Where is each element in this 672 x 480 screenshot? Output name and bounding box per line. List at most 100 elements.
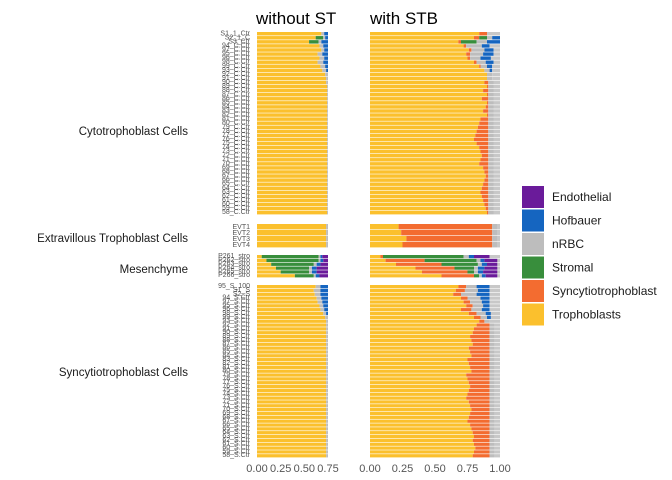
bar-remainder [493, 88, 500, 93]
bar-remainder [494, 346, 500, 350]
row-labels: S1_1_CtrS2_1_CS3_Ctr94_C.Ctr97_C.Ctr95_C… [218, 30, 251, 459]
bar-remainder [493, 101, 500, 105]
bar-segment [489, 323, 495, 327]
bar-segment [370, 129, 477, 134]
bar-segment [326, 311, 328, 316]
bar-segment [257, 145, 328, 150]
bar-segment [466, 373, 490, 377]
bar-segment [257, 255, 262, 259]
bar-segment [257, 166, 328, 170]
row-label: 94_S.Ctr [222, 295, 250, 302]
bar-segment [370, 415, 469, 419]
bar-segment [370, 166, 484, 170]
bar-segment [492, 224, 498, 230]
bar-segment [257, 141, 328, 146]
bar-segment [489, 350, 495, 354]
bar-segment [479, 121, 489, 125]
row-label: 66_S.Ctr [222, 421, 250, 428]
bar-segment [257, 342, 327, 346]
bar-segment [467, 270, 474, 274]
bar-segment [470, 404, 490, 408]
x-tick-label: 0.75 [317, 463, 338, 475]
bar-remainder [493, 141, 500, 146]
bar-segment [476, 311, 486, 316]
bar-segment [257, 68, 323, 73]
row-label: 59_S.Ctr [222, 448, 250, 455]
bar-segment [489, 400, 495, 404]
bar-segment [483, 52, 494, 56]
bar-segment [476, 60, 486, 64]
bar-remainder [494, 354, 500, 358]
row-label: S3_Ctr [228, 38, 250, 45]
bar-segment [370, 327, 474, 331]
bar-segment [453, 292, 461, 296]
bar-segment [257, 442, 327, 446]
bar-remainder [494, 358, 500, 362]
bar-segment [327, 117, 328, 121]
row-label: 58_S.Ctr [222, 452, 250, 459]
bar-segment [257, 388, 327, 393]
bar-segment [468, 255, 474, 259]
bar-remainder [492, 72, 500, 77]
bar-segment [257, 434, 327, 439]
bar-remainder [493, 80, 500, 85]
bar-segment [470, 56, 481, 60]
bar-segment [257, 125, 328, 129]
bar-segment [489, 415, 495, 419]
bar-segment [471, 369, 490, 373]
bar-segment [370, 262, 396, 266]
bar-segment [461, 308, 472, 312]
bar-segment [466, 396, 490, 400]
bar-segment [472, 342, 490, 346]
row-label: S1_S [233, 287, 250, 294]
bar-segment [467, 377, 490, 381]
bar-segment [257, 190, 328, 195]
bar-segment [489, 411, 495, 416]
bar-segment [480, 258, 485, 263]
row-label: S2_S [233, 291, 250, 298]
bar-segment [257, 292, 315, 296]
bar-segment [489, 369, 495, 373]
bar-segment [370, 288, 456, 293]
bar-segment [489, 331, 495, 335]
legend-label: Trophoblasts [552, 308, 621, 322]
legend-label: Syncytiotrophoblast [552, 284, 657, 298]
bar-segment [322, 300, 328, 304]
bar-segment [488, 166, 494, 170]
bar-segment [370, 97, 482, 101]
bar-segment [370, 158, 481, 162]
bar-segment [484, 202, 489, 207]
bar-segment [257, 32, 322, 36]
bar-segment [257, 121, 328, 125]
bar-segment [320, 288, 328, 293]
bar-segment [441, 274, 474, 278]
bar-segment [257, 411, 327, 416]
bar-segment [466, 52, 471, 56]
bar-segment [327, 170, 328, 174]
bar-segment [370, 270, 422, 274]
bar-segment [477, 266, 485, 270]
row-label: 69_C.Ctr [222, 164, 251, 171]
bar-segment [483, 182, 489, 186]
row-label: 90_S.Ctr [222, 329, 250, 336]
bar-remainder [489, 319, 500, 323]
legend-swatch [522, 186, 544, 208]
bar-segment [488, 80, 494, 85]
bar-segment [326, 346, 328, 350]
bar-segment [474, 274, 480, 278]
bar-segment [474, 315, 481, 319]
bar-segment [370, 125, 478, 129]
bar-segment [461, 296, 468, 300]
bar-segment [327, 178, 328, 182]
bar-remainder [489, 292, 500, 296]
bar-segment [480, 315, 487, 319]
bar-segment [488, 206, 494, 211]
bar-segment [326, 350, 328, 354]
row-label: 84_C.Ctr [222, 103, 251, 110]
row-label: 71_S.Ctr [222, 402, 250, 409]
bar-segment [257, 454, 327, 458]
bar-segment [488, 113, 494, 117]
bar-segment [370, 44, 464, 48]
bar-segment [257, 36, 316, 40]
bar-remainder [493, 210, 500, 215]
